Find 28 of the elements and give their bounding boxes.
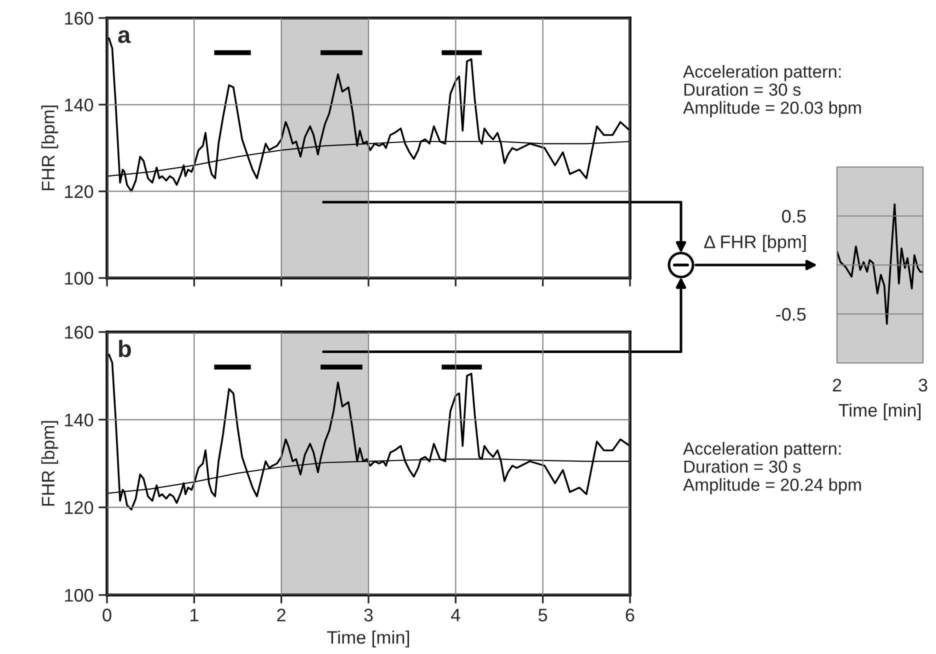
y-tick-label: 160 [65, 12, 94, 25]
x-tick-label: 0 [102, 608, 112, 622]
x-tick-label: 6 [626, 608, 634, 622]
y-tick-label: 100 [65, 272, 94, 285]
chart-title: b [119, 340, 131, 358]
y-tick-label: 120 [65, 501, 94, 514]
x-axis-title: Time [min] [327, 630, 410, 648]
y-tick-label: 140 [65, 98, 94, 112]
y-tick-label: -0.5 [776, 308, 806, 321]
y-tick-label: 140 [65, 414, 94, 426]
x-tick-label: 4 [451, 608, 460, 622]
y-axis-title: Δ FHR [bpm] [704, 235, 806, 252]
x-tick-label: 1 [190, 608, 198, 622]
y-axis-title: FHR [bpm] [41, 106, 58, 190]
y-tick-label: 0.5 [782, 210, 806, 223]
x-tick-label: 2 [277, 608, 286, 622]
x-tick-label: 2 [832, 378, 842, 392]
y-tick-label: 160 [65, 326, 94, 339]
chart-title: a [118, 30, 131, 44]
text: Acceleration pattern: Duration = 30 s Amplitude = 20.24 bpm [683, 442, 861, 494]
y-tick-label: 100 [65, 588, 94, 602]
x-tick-label: 5 [538, 608, 548, 622]
y-tick-label: 120 [65, 185, 94, 198]
x-axis-title: Time [min] [838, 403, 921, 420]
x-tick-label: 3 [364, 608, 373, 622]
text: Acceleration pattern: Duration = 30 s Amplitude = 20.03 bpm [683, 65, 861, 118]
x-tick-label: 3 [918, 378, 928, 392]
y-axis-title: FHR [bpm] [41, 421, 58, 506]
